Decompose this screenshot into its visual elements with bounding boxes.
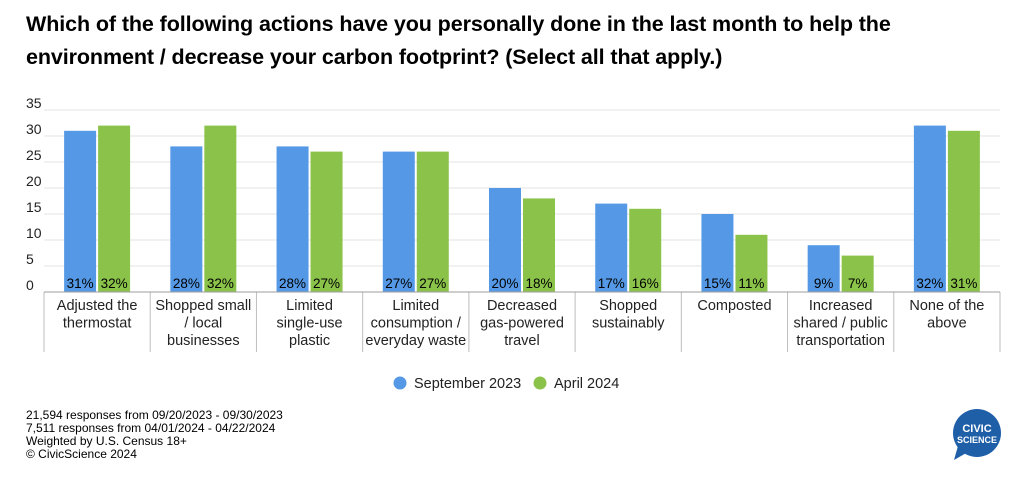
- bar: [276, 146, 309, 292]
- data-label: 11%: [738, 276, 764, 291]
- data-label: 32%: [207, 276, 234, 291]
- logo-text-line2: SCIENCE: [957, 435, 997, 445]
- x-tick-label: gas-powered: [480, 316, 564, 332]
- bar: [204, 125, 237, 292]
- x-tick-label: plastic: [289, 333, 330, 349]
- data-label: 27%: [313, 276, 340, 291]
- x-tick-label: / local: [184, 316, 222, 332]
- y-tick-label: 5: [26, 251, 34, 267]
- data-label: 28%: [279, 276, 306, 291]
- x-tick-label: single-use: [277, 316, 343, 332]
- data-label: 16%: [632, 276, 659, 291]
- x-tick-label: travel: [504, 333, 539, 349]
- bar: [841, 255, 874, 292]
- chart-title: Which of the following actions have you …: [26, 12, 891, 69]
- legend-label: April 2024: [554, 376, 619, 392]
- data-label: 28%: [173, 276, 200, 291]
- bar: [64, 130, 97, 292]
- x-tick-label: shared / public: [794, 316, 888, 332]
- bar: [913, 125, 946, 292]
- y-tick-label: 20: [26, 173, 42, 189]
- x-tick-label: Increased: [809, 298, 873, 314]
- bar: [416, 151, 449, 292]
- y-tick-label: 0: [26, 277, 34, 293]
- data-label: 7%: [848, 276, 868, 291]
- bar: [947, 130, 980, 292]
- x-tick-label: transportation: [796, 333, 885, 349]
- x-tick-label: None of the: [909, 298, 984, 314]
- bar: [310, 151, 343, 292]
- logo-badge-tail: [954, 446, 968, 460]
- bar-chart: 0 5 10 15 20 25 30 35 31% 32% Adjusted the thermost…: [26, 95, 1001, 392]
- y-tick-label: 30: [26, 121, 42, 137]
- x-tick-label: Limited: [392, 298, 439, 314]
- data-label: 31%: [950, 276, 977, 291]
- x-tick-label: everyday waste: [365, 333, 466, 349]
- x-tick-label: Adjusted the: [57, 298, 138, 314]
- logo-text-line1: CIVIC: [962, 423, 991, 435]
- bar: [807, 245, 840, 292]
- x-tick-label: businesses: [167, 333, 240, 349]
- bar: [382, 151, 415, 292]
- y-tick-label: 15: [26, 199, 42, 215]
- data-label: 15%: [704, 276, 731, 291]
- data-label: 27%: [385, 276, 412, 291]
- footnote-line: © CivicScience 2024: [26, 447, 137, 461]
- x-tick-label: Shopped small: [155, 298, 251, 314]
- bar: [523, 198, 555, 292]
- y-tick-label: 35: [26, 95, 42, 111]
- footnotes: 21,594 responses from 09/20/2023 - 09/30…: [26, 409, 283, 461]
- legend-label: September 2023: [414, 376, 521, 392]
- bar: [489, 188, 521, 292]
- bar: [170, 146, 203, 292]
- data-label: 18%: [525, 276, 552, 291]
- civicscience-logo: CIVIC SCIENCE: [953, 409, 1001, 460]
- x-tick-label: Decreased: [487, 298, 557, 314]
- x-tick-label: Shopped: [599, 298, 657, 314]
- logo-badge-circle: [953, 409, 1001, 457]
- bar: [595, 203, 628, 292]
- legend-swatch: [393, 376, 407, 390]
- data-label: 9%: [814, 276, 834, 291]
- footnote-line: 7,511 responses from 04/01/2024 - 04/22/…: [26, 421, 276, 435]
- x-tick-label: Limited: [286, 298, 333, 314]
- x-tick-label: sustainably: [592, 316, 665, 332]
- y-tick-label: 25: [26, 147, 42, 163]
- data-label: 27%: [419, 276, 446, 291]
- bar: [701, 214, 734, 292]
- x-tick-label: above: [927, 316, 967, 332]
- legend-swatch: [533, 376, 547, 390]
- x-tick-label: consumption /: [371, 316, 462, 332]
- data-label: 32%: [916, 276, 943, 291]
- data-label: 32%: [101, 276, 128, 291]
- x-tick-label: Composted: [697, 298, 771, 314]
- footnote-line: 21,594 responses from 09/20/2023 - 09/30…: [26, 408, 283, 422]
- data-label: 31%: [67, 276, 94, 291]
- footnote-line: Weighted by U.S. Census 18+: [26, 434, 187, 448]
- bar: [98, 125, 131, 292]
- x-tick-label: thermostat: [63, 316, 132, 332]
- data-label: 17%: [598, 276, 625, 291]
- data-label: 20%: [491, 276, 518, 291]
- bar: [735, 234, 768, 292]
- bar: [629, 208, 662, 292]
- y-tick-label: 10: [26, 225, 42, 241]
